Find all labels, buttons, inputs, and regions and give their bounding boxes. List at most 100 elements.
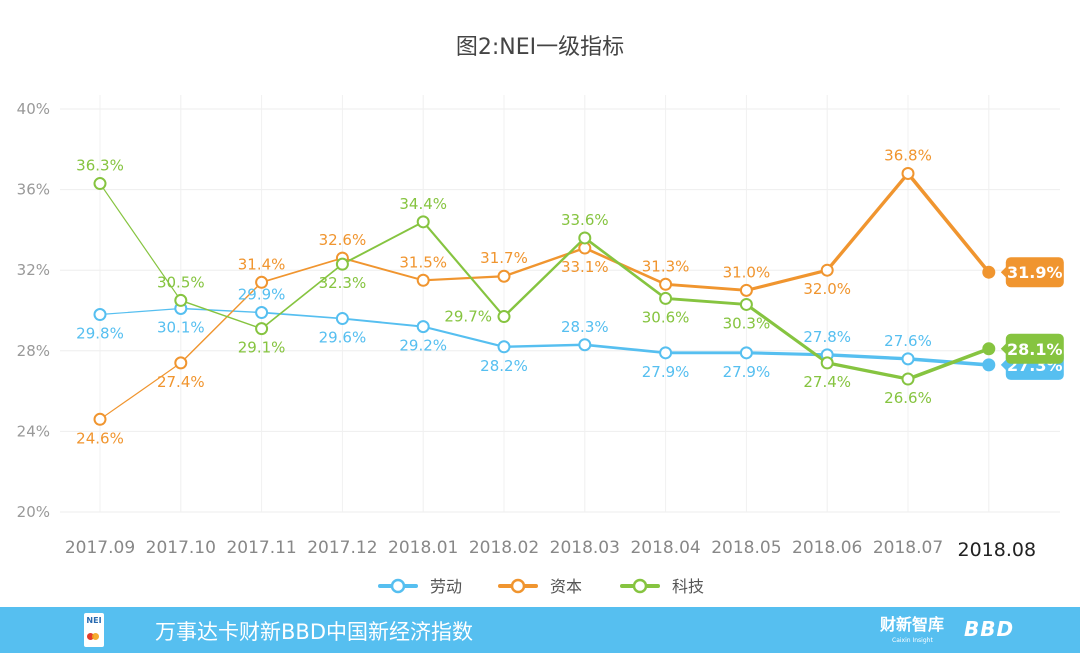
data-label-科技: 26.6%: [884, 389, 932, 407]
series-line-segment-劳动: [341, 317, 425, 328]
data-point-劳动: [255, 306, 269, 320]
series-line-segment-劳动: [906, 357, 991, 367]
data-labels: 29.8% 30.1% 29.9% 29.6% 29.2% 28.2% 28.3% 27.9%…: [76, 146, 932, 447]
end-tag-box: [1005, 333, 1064, 364]
data-point-资本: [174, 356, 188, 370]
series-line-segment-劳动: [99, 307, 182, 316]
end-tag-资本: 31.9%: [1000, 257, 1064, 288]
y-tick-label: 28%: [17, 342, 50, 360]
series-points: [93, 166, 996, 426]
chart-title: 图2:NEI一级指标: [456, 35, 624, 60]
data-point-科技: [982, 342, 996, 356]
caixin-insight-logo: 财新智库: [880, 615, 945, 634]
data-label-劳动: 29.2%: [399, 337, 447, 355]
series-line-segment-资本: [180, 281, 263, 364]
series-line-segment-资本: [341, 257, 425, 282]
nei-logo-text: NEI: [86, 616, 102, 625]
data-label-科技: 36.3%: [76, 157, 124, 175]
data-label-劳动: 29.9%: [238, 286, 286, 304]
end-tag-label: 31.9%: [1007, 263, 1063, 282]
legend: 劳动 资本 科技: [378, 577, 704, 596]
data-point-劳动: [739, 346, 753, 360]
y-axis: 20% 24% 28% 32% 36% 40%: [17, 100, 50, 521]
footer-banner: NEI 万事达卡财新BBD中国新经济指数 财新智库 Caixin Insight…: [0, 607, 1080, 653]
legend-label: 劳动: [430, 577, 462, 596]
legend-swatch-marker: [632, 578, 648, 594]
mastercard-icon: [87, 633, 94, 640]
data-label-劳动: 27.9%: [723, 363, 771, 381]
y-tick-label: 32%: [17, 261, 50, 279]
series-line-segment-资本: [583, 246, 667, 286]
data-point-资本: [901, 166, 915, 180]
mastercard-icon-overlap: [92, 633, 99, 640]
legend-label: 科技: [672, 577, 704, 596]
series-lines: [99, 171, 991, 420]
series-line-segment-科技: [744, 302, 829, 365]
data-point-科技: [820, 356, 834, 370]
data-label-资本: 32.0%: [803, 280, 851, 298]
series-line-segment-科技: [422, 220, 506, 318]
data-point-科技: [93, 177, 107, 191]
data-label-科技: 30.5%: [157, 273, 205, 291]
data-label-科技: 27.4%: [803, 373, 851, 391]
data-point-科技: [739, 297, 753, 311]
legend-item-劳动: 劳动: [378, 577, 462, 596]
x-axis: 2017.09 2017.10 2017.11 2017.12 2018.01 2018.…: [65, 538, 1036, 561]
data-point-资本: [416, 273, 430, 287]
data-point-科技: [335, 257, 349, 271]
x-tick-label: 2017.10: [146, 538, 216, 558]
data-point-资本: [255, 275, 269, 289]
series-line-segment-资本: [99, 362, 182, 420]
data-label-资本: 32.6%: [319, 231, 367, 249]
series-line-segment-劳动: [260, 311, 344, 320]
end-tag-pointer: [1000, 358, 1007, 371]
data-label-劳动: 29.6%: [319, 329, 367, 347]
legend-item-资本: 资本: [498, 577, 582, 596]
data-point-劳动: [901, 352, 915, 366]
x-tick-label: 2018.01: [388, 538, 458, 558]
x-tick-label: 2018.07: [873, 538, 943, 558]
x-tick-label: 2018.08: [958, 539, 1037, 561]
data-point-科技: [416, 215, 430, 229]
series-line-segment-资本: [502, 246, 586, 278]
series-line-segment-科技: [906, 346, 991, 381]
series-line-segment-劳动: [825, 353, 910, 361]
series-line-segment-资本: [260, 257, 344, 284]
bbd-logo: BBD: [964, 617, 1015, 641]
data-point-劳动: [497, 340, 511, 354]
data-point-资本: [982, 265, 996, 279]
data-label-劳动: 27.9%: [642, 363, 690, 381]
data-point-资本: [820, 263, 834, 277]
data-point-劳动: [93, 308, 107, 322]
data-label-科技: 30.6%: [642, 308, 690, 326]
data-point-资本: [93, 412, 107, 426]
series-line-segment-劳动: [502, 343, 586, 348]
series-line-segment-劳动: [180, 307, 263, 314]
series-line-segment-科技: [180, 299, 263, 330]
data-label-劳动: 29.8%: [76, 325, 124, 343]
legend-item-科技: 科技: [620, 577, 704, 596]
data-label-资本: 31.7%: [480, 249, 528, 267]
y-tick-label: 40%: [17, 100, 50, 118]
data-label-科技: 34.4%: [399, 195, 447, 213]
data-label-科技: 33.6%: [561, 211, 609, 229]
data-label-劳动: 28.3%: [561, 318, 609, 336]
legend-swatch-marker: [390, 578, 406, 594]
data-point-科技: [659, 291, 673, 305]
x-tick-label: 2017.11: [226, 538, 296, 558]
data-point-科技: [497, 310, 511, 324]
series-line-segment-资本: [744, 268, 829, 292]
end-value-tags: 27.3%31.9%28.1%: [1000, 257, 1064, 380]
x-tick-label: 2018.05: [711, 538, 781, 558]
footer-title: 万事达卡财新BBD中国新经济指数: [155, 620, 473, 644]
series-line-segment-科技: [583, 236, 667, 300]
series-line-segment-科技: [502, 236, 586, 318]
series-line-segment-科技: [260, 263, 344, 330]
data-label-科技: 29.7%: [444, 308, 492, 326]
x-tick-label: 2018.03: [550, 538, 620, 558]
series-line-segment-科技: [664, 296, 748, 306]
series-line-segment-科技: [99, 182, 182, 302]
series-line-segment-资本: [825, 171, 910, 272]
end-tag-pointer: [1000, 342, 1007, 355]
data-point-资本: [739, 283, 753, 297]
